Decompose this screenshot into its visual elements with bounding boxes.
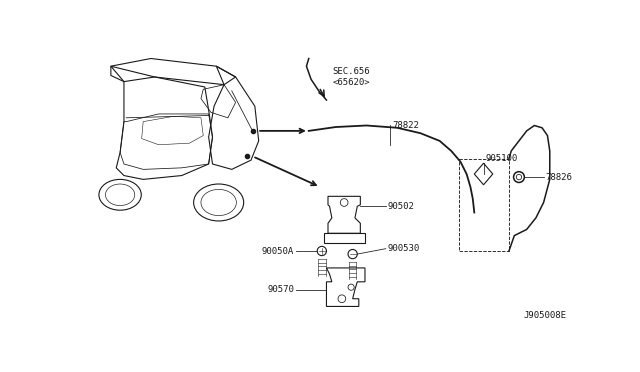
Text: J905008E: J905008E xyxy=(524,311,566,320)
Text: 90050A: 90050A xyxy=(262,247,294,256)
Text: 78826: 78826 xyxy=(545,173,572,182)
Text: 78822: 78822 xyxy=(392,121,419,130)
Text: 90570: 90570 xyxy=(268,285,294,294)
Text: 905100: 905100 xyxy=(486,154,518,163)
Text: SEC.656
<65620>: SEC.656 <65620> xyxy=(333,67,371,87)
Text: 90502: 90502 xyxy=(387,202,414,211)
Text: 900530: 900530 xyxy=(387,244,420,253)
